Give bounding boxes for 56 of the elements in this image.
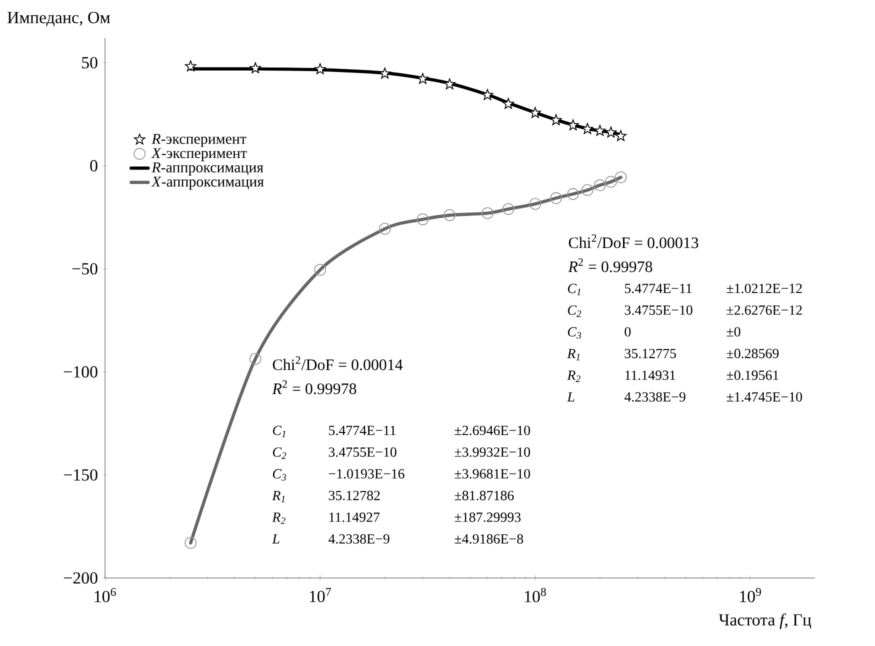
annotation: C$_{1}$ [568,284,580,296]
x-tick-label: 10$^{8}$ [525,588,546,602]
annotation: R$_{2}$ [567,370,580,382]
annotation: C$_{1}$ [272,426,286,438]
annotation: ±1.4745E−10 [726,392,802,402]
annotation: 4.2338E−9 [624,392,686,402]
annotation: ±81.87186 [454,490,514,500]
x-tick-label: 10$^{7}$ [310,588,331,602]
y-axis-title: Импеданс, Ом [7,12,110,26]
y-tick-label: 50 [82,57,98,68]
annotation: 0 [624,327,631,337]
x-axis-title: Частота f, Гц [718,614,812,630]
annotation: ±0.19561 [726,370,778,380]
annotation: ±0.28569 [726,348,779,358]
annotation: L [567,392,574,402]
y-tick-label: −100 [64,366,98,378]
annotation: C$_{3}$ [568,327,582,339]
annotation: 5.4774E−11 [329,426,396,436]
annotation: R$^{2}$ = 0.99978 [272,380,356,394]
y-tick-label: 0 [90,160,98,172]
y-tick-label: −200 [64,572,98,584]
annotation: 5.4774E−11 [625,284,692,294]
annotation: −1.0193E−16 [328,469,404,479]
annotation: 11.14931 [625,370,676,380]
annotation: 3.4755E−10 [624,305,692,315]
annotation: R$_{1}$ [567,348,580,360]
x-tick-label: 10$^{9}$ [740,588,761,602]
legend-label: X-аппроксимация [151,176,264,190]
annotation: ±187.29993 [454,512,521,522]
y-tick-label: −50 [72,263,98,275]
annotation: ±3.9681E−10 [454,469,530,479]
annotation: Chi$^{2}$/DoF = 0.00014 [272,356,403,370]
annotation: C$_{3}$ [272,469,286,481]
annotation: Chi$^{2}$/DoF = 0.00013 [568,234,698,248]
annotation: 4.2338E−9 [328,534,390,544]
annotation: ±0 [726,327,740,337]
annotation: ±2.6276E−12 [726,305,802,315]
legend-label: X-эксперимент [151,148,247,162]
annotation: R$^{2}$ = 0.99978 [568,258,652,272]
legend-label: R-аппроксимация [152,162,264,176]
annotation: ±2.6946E−10 [454,426,530,436]
legend-label: R-эксперимент [152,134,246,147]
annotation: R$_{1}$ [272,490,285,502]
annotation: L [272,534,280,544]
y-tick-label: −150 [64,469,98,481]
annotation: R$_{2}$ [272,512,286,524]
annotation: ±4.9186E−8 [454,534,524,544]
x-tick-label: 10$^{6}$ [94,588,116,602]
annotation: 11.14927 [329,512,380,522]
annotation: ±1.0212E−12 [726,284,802,294]
annotation: C$_{2}$ [568,305,582,317]
annotation: 35.12775 [624,348,676,358]
annotation: C$_{2}$ [272,447,286,459]
annotation: 35.12782 [328,490,380,500]
annotation: ±3.9932E−10 [454,447,530,457]
annotation: 3.4755E−10 [328,447,396,457]
